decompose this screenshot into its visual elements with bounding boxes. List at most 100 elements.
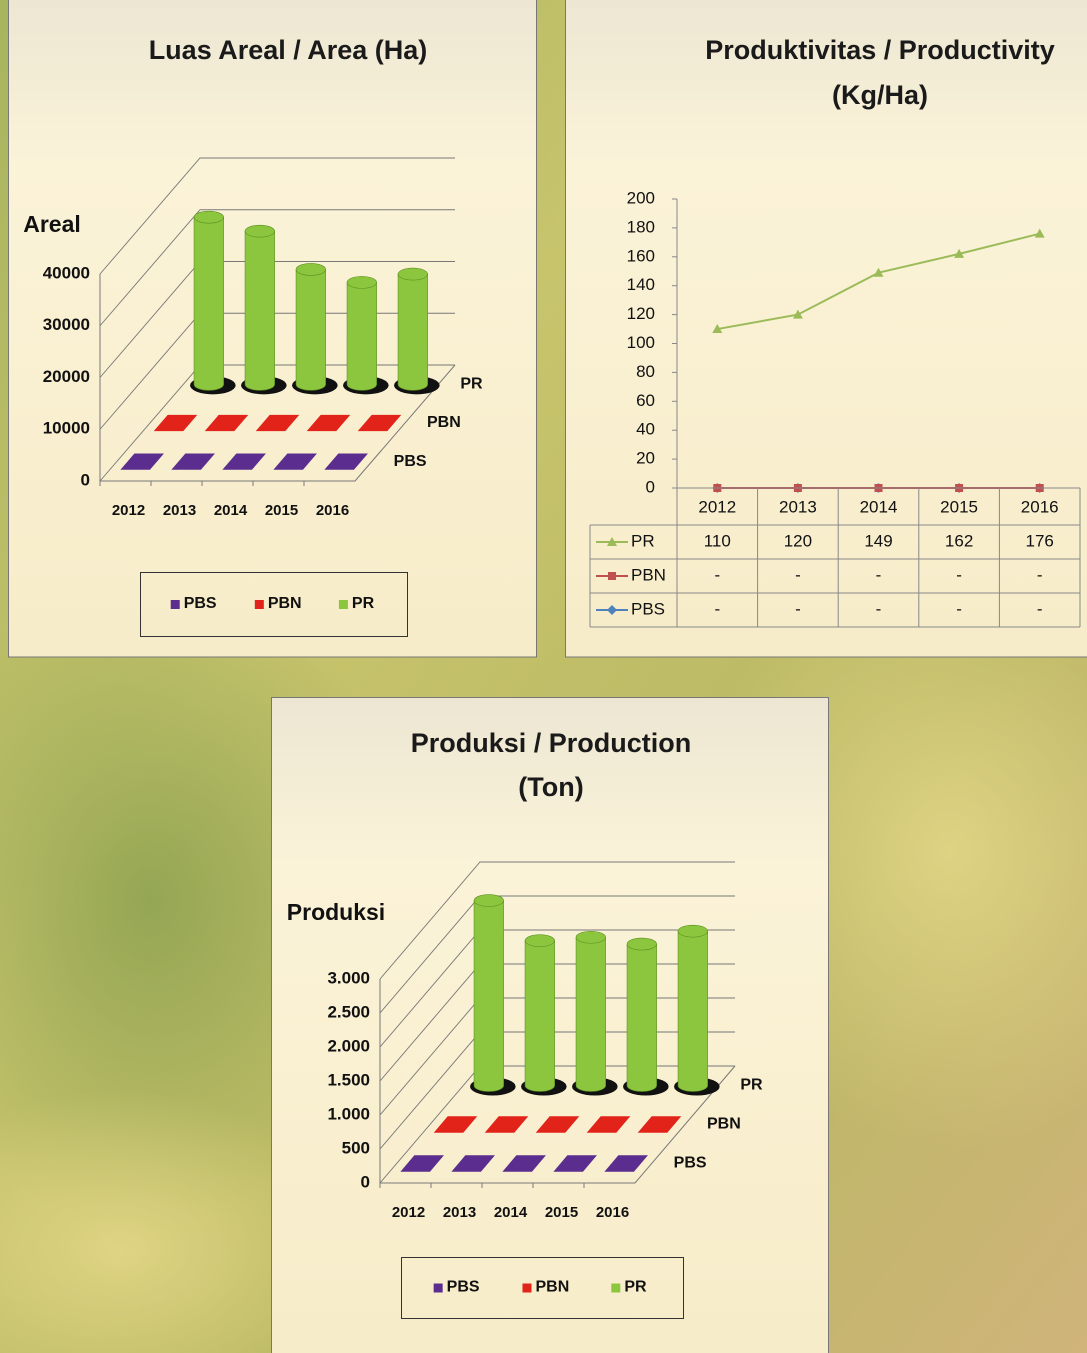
bar-cap: [473, 894, 504, 907]
y-tick-label: 120: [627, 304, 655, 323]
bar: [306, 414, 351, 432]
table-header: 2014: [860, 497, 898, 516]
bar: [451, 1155, 495, 1172]
grid-line: [99, 157, 455, 275]
row-label: PBN: [427, 414, 461, 431]
y-tick-label: 80: [636, 362, 655, 381]
chart-title: (Kg/Ha): [832, 80, 928, 110]
table-header: 2013: [779, 497, 817, 516]
bar: [397, 273, 428, 391]
bar: [357, 414, 402, 432]
table-cell: -: [876, 565, 882, 584]
table-cell: -: [956, 599, 962, 618]
legend-swatch: [433, 1283, 443, 1293]
marker: [792, 309, 803, 319]
table-row-label: PR: [631, 531, 655, 550]
bar: [295, 269, 326, 391]
table-cell: 110: [704, 531, 731, 550]
bar: [535, 1116, 580, 1133]
table-header: 2016: [1021, 497, 1059, 516]
bar: [604, 1155, 648, 1172]
background-shade: [0, 1090, 360, 1353]
chart-title: Produktivitas / Productivity: [705, 35, 1055, 65]
y-tick-label: 40000: [43, 263, 90, 282]
row-label: PBS: [674, 1155, 707, 1172]
y-tick-label: 60: [636, 391, 655, 410]
bar: [222, 453, 266, 470]
table-header: 2015: [940, 497, 978, 516]
bar: [575, 936, 606, 1092]
marker: [873, 267, 884, 277]
y-tick-label: 2.000: [327, 1036, 370, 1055]
bar: [204, 414, 249, 432]
bar: [433, 1116, 478, 1133]
y-tick-label: 0: [646, 477, 655, 496]
chart-panel: [565, 0, 1087, 658]
x-tick-label: 2013: [443, 1204, 476, 1221]
table-cell: 120: [784, 531, 812, 550]
bar-cap: [244, 224, 275, 238]
x-tick-label: 2012: [392, 1204, 425, 1221]
x-tick-label: 2013: [163, 502, 196, 519]
y-axis-title: Produksi: [287, 899, 385, 925]
y-tick-label: 20000: [43, 367, 90, 386]
marker: [608, 572, 616, 580]
table-cell: -: [956, 565, 962, 584]
legend-label: PBN: [535, 1279, 569, 1296]
y-tick-label: 500: [342, 1138, 370, 1157]
chart-title: (Ton): [518, 772, 583, 802]
marker: [712, 324, 723, 334]
bar: [626, 943, 657, 1092]
bar-cap: [295, 263, 326, 276]
y-tick-label: 180: [627, 217, 655, 236]
bar-cap: [346, 276, 377, 289]
table-cell: -: [1037, 565, 1043, 584]
y-tick-label: 10000: [43, 419, 90, 438]
bar: [153, 414, 198, 432]
bar: [473, 900, 504, 1092]
x-tick-label: 2012: [112, 502, 145, 519]
legend-swatch: [611, 1283, 621, 1293]
x-tick-label: 2015: [265, 502, 298, 519]
bar: [193, 216, 224, 391]
y-axis-title: Areal: [23, 211, 81, 237]
legend-swatch: [522, 1283, 532, 1293]
legend-label: PBN: [268, 595, 302, 612]
y-tick-label: 160: [627, 246, 655, 265]
bar: [586, 1116, 631, 1133]
bar: [120, 453, 164, 470]
x-tick-label: 2016: [596, 1204, 629, 1221]
table-cell: 149: [864, 531, 892, 550]
table-cell: -: [876, 599, 882, 618]
x-tick-label: 2015: [545, 1204, 578, 1221]
bar: [255, 414, 300, 432]
bar: [502, 1155, 546, 1172]
bar: [244, 230, 275, 391]
y-tick-label: 140: [627, 275, 655, 294]
legend-swatch: [338, 600, 348, 609]
table-row-label: PBN: [631, 565, 666, 584]
bar: [346, 282, 377, 391]
legend-box: [401, 1257, 684, 1319]
bar: [484, 1116, 529, 1133]
bar: [553, 1155, 597, 1172]
table-cell: 162: [945, 531, 973, 550]
grid-line: [379, 861, 735, 980]
y-tick-label: 1.500: [327, 1070, 370, 1089]
y-tick-label: 200: [627, 188, 655, 207]
bar-cap: [677, 924, 708, 938]
y-tick-label: 20: [636, 449, 655, 468]
bar-cap: [626, 937, 657, 951]
bar: [324, 453, 368, 470]
y-tick-label: 2.500: [327, 1002, 370, 1021]
chart-title: Produksi / Production: [411, 728, 692, 758]
x-tick-label: 2014: [214, 502, 248, 519]
table-cell: -: [714, 599, 720, 618]
table-cell: -: [714, 565, 720, 584]
bar: [273, 453, 317, 470]
row-label: PR: [740, 1077, 763, 1094]
x-tick-label: 2016: [316, 502, 349, 519]
y-tick-label: 0: [81, 470, 90, 489]
legend-swatch: [254, 600, 264, 609]
